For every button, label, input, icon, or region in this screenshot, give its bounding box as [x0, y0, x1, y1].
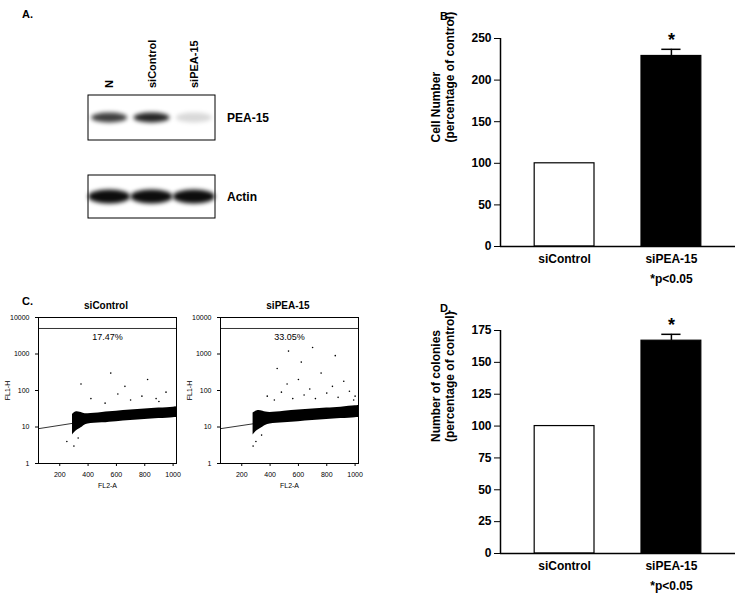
svg-text:siControl: siControl	[538, 559, 591, 573]
svg-text:800: 800	[139, 471, 151, 478]
svg-text:25: 25	[478, 514, 492, 528]
svg-text:1000: 1000	[347, 471, 363, 478]
svg-text:Number of colonies(percentage: Number of colonies(percentage of control…	[429, 311, 457, 442]
svg-text:FL2-A: FL2-A	[98, 482, 117, 489]
svg-text:800: 800	[321, 471, 333, 478]
svg-text:siPEA-15: siPEA-15	[645, 559, 697, 573]
svg-text:FL2-A: FL2-A	[280, 482, 299, 489]
svg-text:17.47%: 17.47%	[92, 332, 123, 342]
svg-text:75: 75	[478, 451, 492, 465]
svg-text:Cell Number(percentage of cont: Cell Number(percentage of control)	[429, 12, 457, 143]
svg-text:10: 10	[22, 423, 30, 430]
svg-text:*: *	[668, 30, 675, 50]
svg-text:600: 600	[111, 471, 123, 478]
svg-text:*: *	[668, 315, 675, 335]
svg-text:100: 100	[200, 387, 212, 394]
svg-text:175: 175	[471, 323, 491, 337]
svg-text:*p<0.05: *p<0.05	[650, 579, 693, 593]
svg-text:200: 200	[471, 73, 491, 87]
svg-text:100: 100	[471, 419, 491, 433]
svg-text:200: 200	[236, 471, 248, 478]
svg-text:siPEA-15: siPEA-15	[188, 40, 200, 88]
svg-text:Actin: Actin	[227, 190, 257, 204]
svg-text:150: 150	[471, 115, 491, 129]
svg-text:10000: 10000	[192, 314, 212, 321]
svg-text:siPEA-15: siPEA-15	[645, 252, 697, 266]
svg-text:1: 1	[26, 460, 30, 467]
svg-text:siControl: siControl	[538, 252, 591, 266]
svg-text:N: N	[103, 80, 115, 88]
svg-text:FL1-H: FL1-H	[4, 381, 11, 400]
svg-text:10: 10	[204, 423, 212, 430]
svg-text:0: 0	[485, 239, 492, 253]
svg-text:600: 600	[293, 471, 305, 478]
svg-text:10000: 10000	[10, 314, 30, 321]
svg-text:50: 50	[478, 483, 492, 497]
svg-text:150: 150	[471, 355, 491, 369]
svg-text:400: 400	[82, 471, 94, 478]
svg-text:1000: 1000	[14, 350, 30, 357]
svg-text:0: 0	[485, 546, 492, 560]
svg-text:FL1-H: FL1-H	[186, 381, 193, 400]
svg-text:*p<0.05: *p<0.05	[650, 272, 693, 286]
svg-text:100: 100	[18, 387, 30, 394]
svg-text:125: 125	[471, 387, 491, 401]
svg-text:PEA-15: PEA-15	[227, 111, 269, 125]
svg-text:1000: 1000	[165, 471, 181, 478]
svg-text:200: 200	[54, 471, 66, 478]
svg-text:1000: 1000	[196, 350, 212, 357]
svg-text:siControl: siControl	[146, 40, 158, 88]
svg-text:1: 1	[208, 460, 212, 467]
svg-text:33.05%: 33.05%	[274, 332, 305, 342]
svg-text:100: 100	[471, 156, 491, 170]
svg-text:400: 400	[264, 471, 276, 478]
svg-text:250: 250	[471, 31, 491, 45]
svg-text:50: 50	[478, 198, 492, 212]
